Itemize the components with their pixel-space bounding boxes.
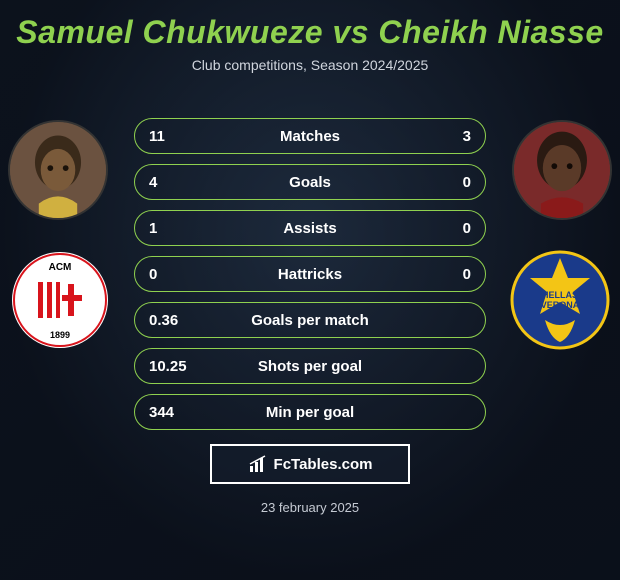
club-badge-left: ACM 1899 xyxy=(10,250,110,350)
stat-label: Goals xyxy=(199,174,421,191)
stat-label: Assists xyxy=(199,220,421,237)
stat-value-left: 10.25 xyxy=(149,358,199,375)
stat-row: 10.25Shots per goal xyxy=(134,348,486,384)
club-badge-right: HELLAS VERONA xyxy=(510,250,610,350)
date-text: 23 february 2025 xyxy=(0,500,620,515)
stat-value-left: 0 xyxy=(149,266,199,283)
stat-value-left: 344 xyxy=(149,404,199,421)
avatar-left xyxy=(8,120,108,220)
stat-label: Goals per match xyxy=(199,312,421,329)
stat-label: Hattricks xyxy=(199,266,421,283)
stat-value-left: 0.36 xyxy=(149,312,199,329)
stat-value-left: 4 xyxy=(149,174,199,191)
svg-text:HELLAS: HELLAS xyxy=(542,290,578,300)
comparison-container: Samuel Chukwueze vs Cheikh Niasse Club c… xyxy=(0,0,620,580)
stat-value-right: 0 xyxy=(421,220,471,237)
stat-row: 4Goals0 xyxy=(134,164,486,200)
acmilan-crest-icon: ACM 1899 xyxy=(10,250,110,350)
stat-value-right: 3 xyxy=(421,128,471,145)
hellasverona-crest-icon: HELLAS VERONA xyxy=(510,250,610,350)
player-right-image xyxy=(514,122,610,218)
brand-text: FcTables.com xyxy=(274,456,373,473)
stat-label: Matches xyxy=(199,128,421,145)
stats-table: 11Matches34Goals01Assists00Hattricks00.3… xyxy=(134,118,486,440)
stat-row: 1Assists0 xyxy=(134,210,486,246)
stat-row: 11Matches3 xyxy=(134,118,486,154)
svg-text:ACM: ACM xyxy=(49,262,72,273)
stat-label: Min per goal xyxy=(199,404,421,421)
svg-text:1899: 1899 xyxy=(50,330,70,340)
avatar-right xyxy=(512,120,612,220)
stat-value-right: 0 xyxy=(421,266,471,283)
stat-value-right: 0 xyxy=(421,174,471,191)
brand-badge[interactable]: FcTables.com xyxy=(210,444,410,484)
stat-value-left: 1 xyxy=(149,220,199,237)
stat-value-left: 11 xyxy=(149,128,199,145)
fctables-logo-icon xyxy=(248,454,268,474)
svg-text:VERONA: VERONA xyxy=(541,300,580,310)
stat-row: 0.36Goals per match xyxy=(134,302,486,338)
page-title: Samuel Chukwueze vs Cheikh Niasse xyxy=(0,0,620,51)
stat-row: 344Min per goal xyxy=(134,394,486,430)
page-subtitle: Club competitions, Season 2024/2025 xyxy=(0,57,620,73)
stat-row: 0Hattricks0 xyxy=(134,256,486,292)
stat-label: Shots per goal xyxy=(199,358,421,375)
player-left-image xyxy=(10,122,106,218)
